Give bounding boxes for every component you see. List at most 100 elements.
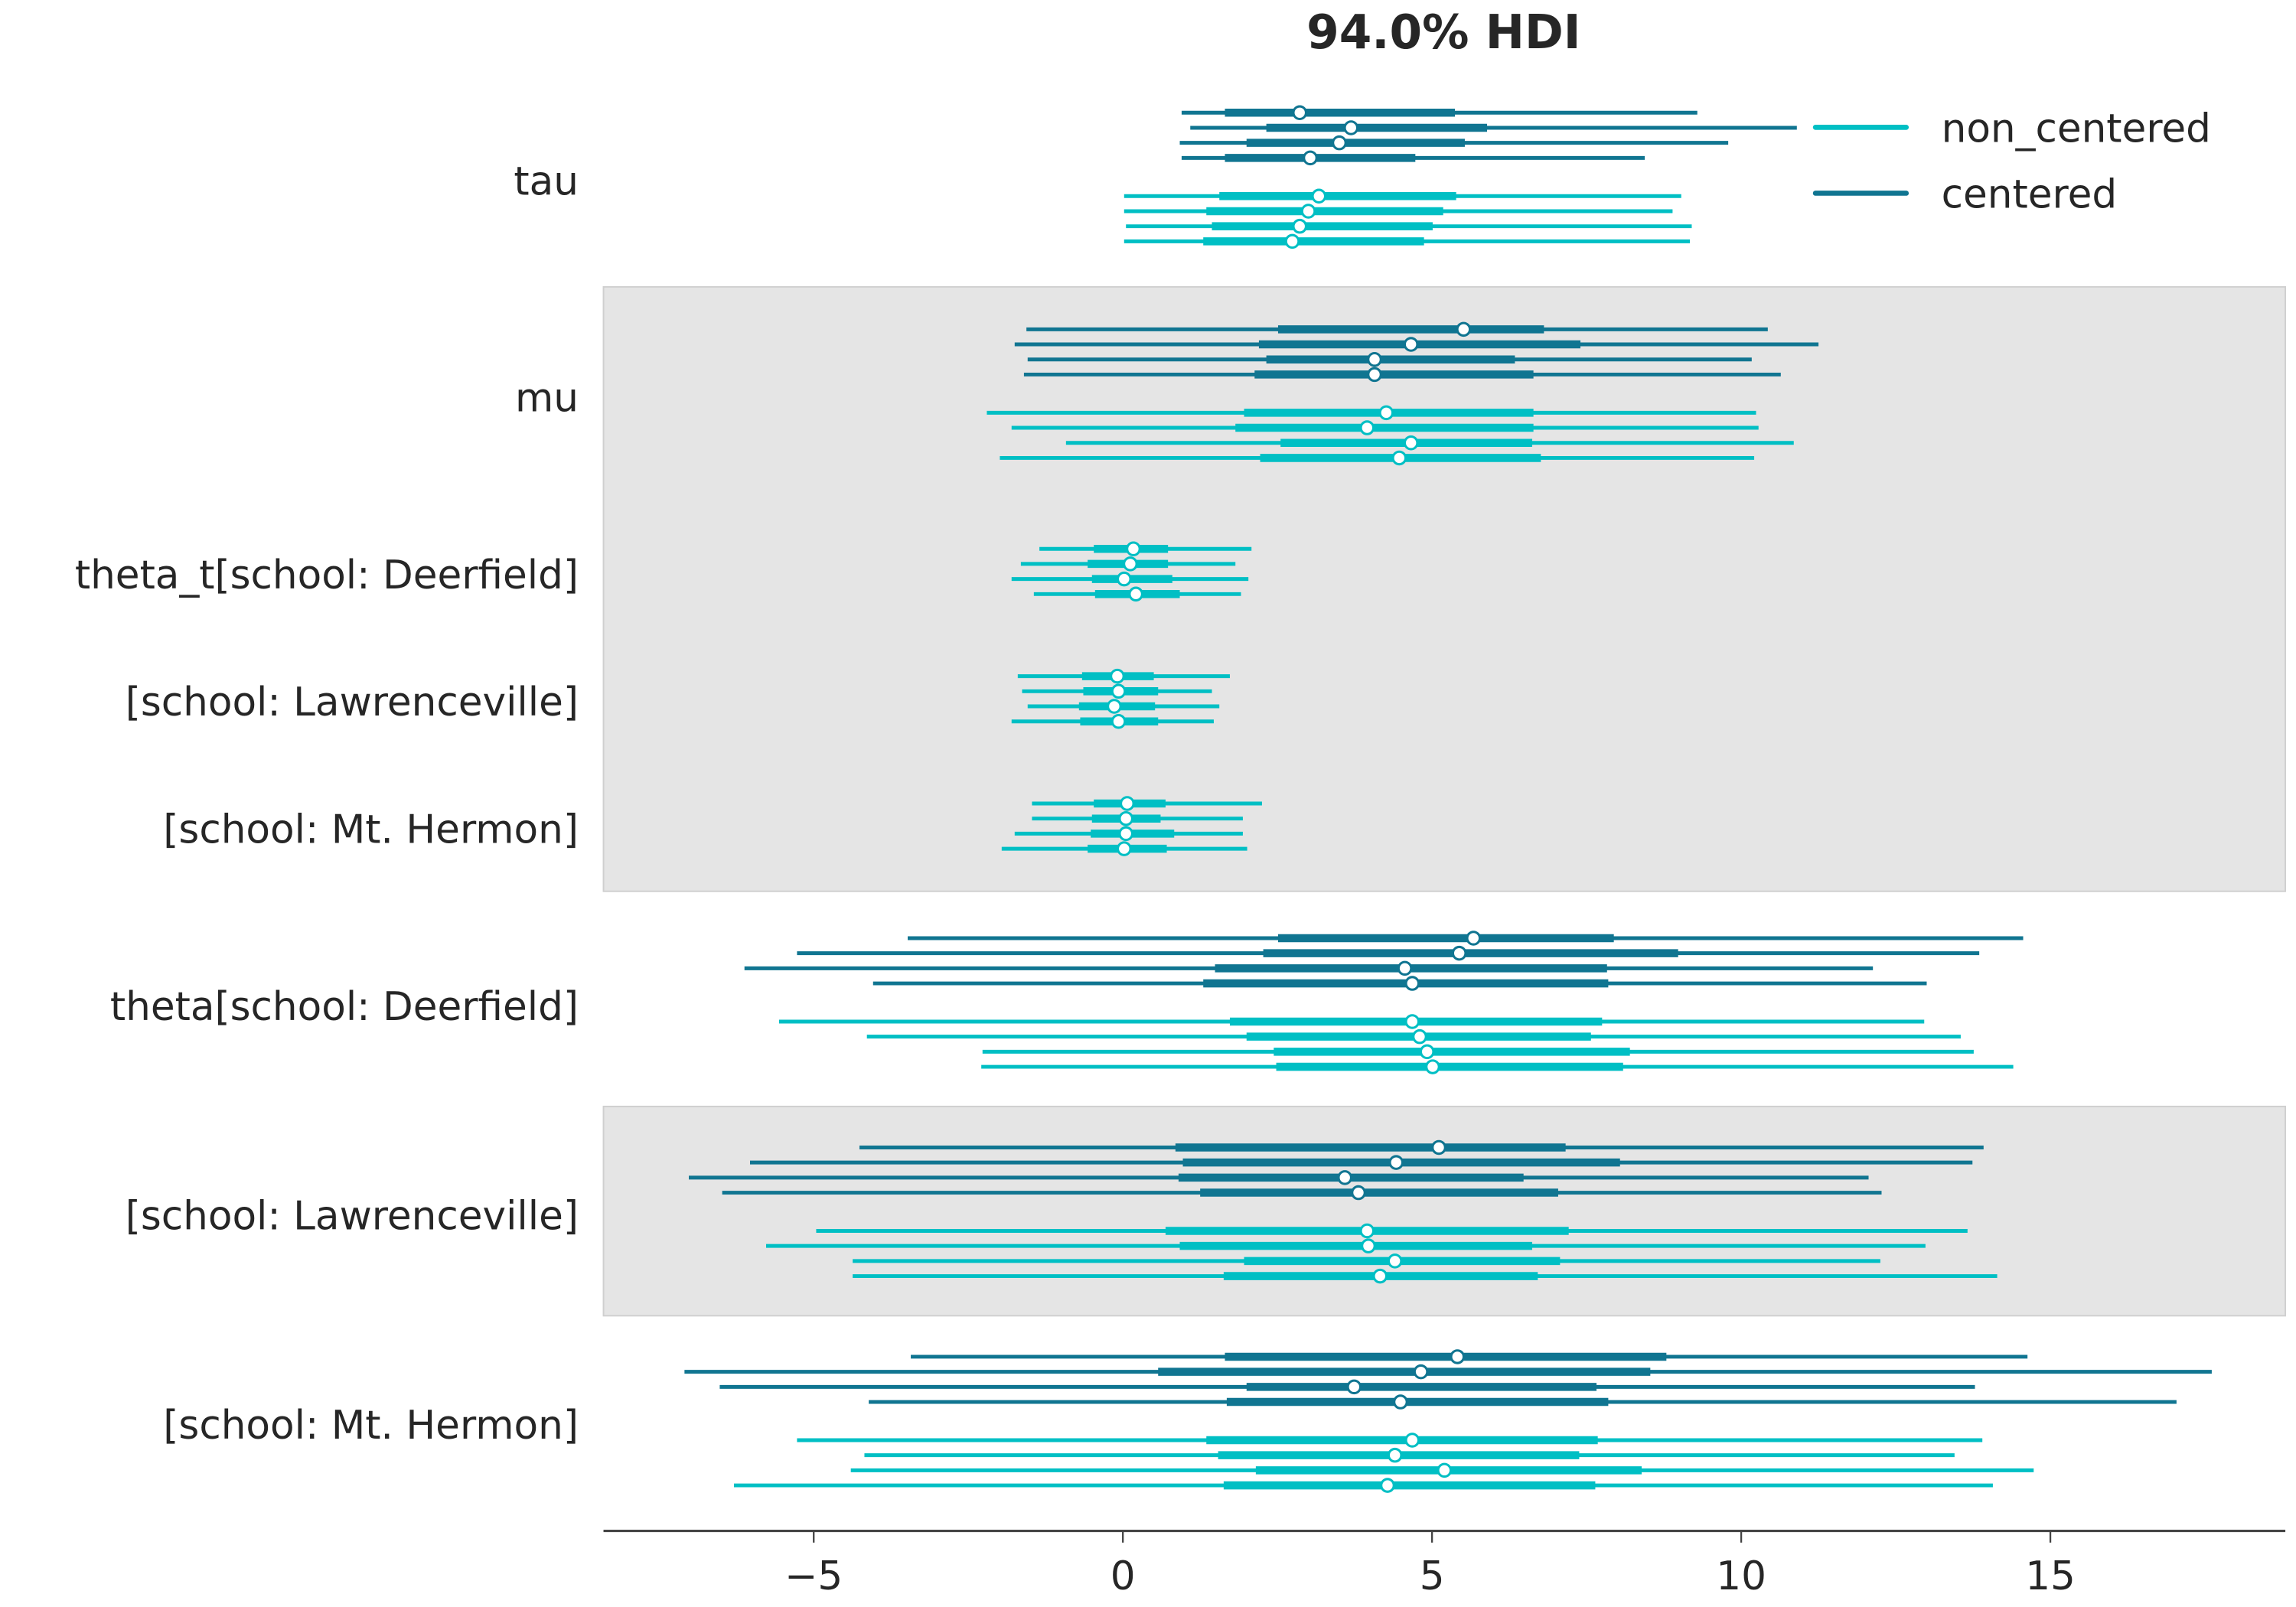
chain-interval-centered (750, 1155, 1973, 1170)
chain-interval-centered (1181, 150, 1645, 166)
median-point (1450, 1349, 1466, 1364)
median-point (1359, 1223, 1375, 1239)
median-point (1456, 321, 1472, 337)
legend-label-non-centered: non_centered (1942, 106, 2211, 152)
chain-interval-non-centered (1027, 699, 1220, 714)
median-point (1425, 1059, 1440, 1074)
chain-interval-centered (1179, 135, 1729, 151)
chart-title: 94.0% HDI (1306, 5, 1580, 60)
median-point (1413, 1364, 1429, 1380)
x-tick-label: 15 (2025, 1553, 2076, 1599)
chain-interval-non-centered (1022, 683, 1212, 699)
chain-interval-centered (744, 960, 1874, 976)
median-point (1107, 699, 1122, 714)
median-point (1412, 1028, 1427, 1045)
chain-interval-non-centered (766, 1238, 1926, 1253)
median-point (1380, 1478, 1395, 1493)
row-label: theta_t[school: Deerfield] (75, 553, 579, 598)
chain-interval-non-centered (1032, 810, 1243, 826)
chain-interval-non-centered (1011, 420, 1759, 435)
median-point (1393, 1394, 1408, 1410)
row-label: [school: Mt. Hermon] (163, 807, 579, 853)
median-point (1367, 351, 1382, 367)
median-point (1419, 1044, 1435, 1060)
shaded-band (602, 285, 2287, 892)
chain-interval-non-centered (778, 1014, 1925, 1029)
median-point (1466, 931, 1482, 946)
median-point (1300, 204, 1316, 219)
chain-interval-centered (1027, 351, 1752, 367)
chain-interval-non-centered (1017, 668, 1230, 684)
chain-interval-non-centered (987, 405, 1756, 421)
median-point (1437, 1462, 1453, 1478)
median-point (1388, 1155, 1404, 1170)
chain-interval-non-centered (1126, 218, 1692, 234)
chain-interval-non-centered (982, 1044, 1974, 1060)
row-label: [school: Mt. Hermon] (163, 1403, 579, 1449)
chain-interval-centered (1190, 120, 1797, 135)
chain-interval-centered (1023, 367, 1781, 383)
chain-interval-non-centered (1011, 571, 1249, 587)
median-point (1117, 571, 1132, 587)
chain-interval-centered (684, 1364, 2212, 1380)
median-point (1359, 420, 1375, 435)
chain-interval-non-centered (850, 1462, 2034, 1478)
chain-interval-non-centered (1020, 556, 1236, 572)
chain-interval-non-centered (853, 1253, 1880, 1269)
chain-interval-non-centered (1011, 713, 1214, 729)
row-label: mu (515, 375, 579, 421)
median-point (1404, 976, 1420, 991)
chain-interval-non-centered (1124, 188, 1681, 204)
chain-interval-centered (1026, 321, 1768, 337)
chain-interval-centered (859, 1139, 1984, 1156)
median-point (1404, 1014, 1420, 1029)
median-point (1337, 1170, 1352, 1185)
chain-interval-non-centered (1039, 541, 1252, 556)
chain-interval-centered (1181, 105, 1698, 121)
median-point (1372, 1268, 1388, 1284)
row-label: [school: Lawrenceville] (126, 680, 579, 725)
median-point (1332, 135, 1347, 151)
legend-label-centered: centered (1942, 172, 2118, 218)
median-point (1404, 1433, 1420, 1448)
x-tick-label: 10 (1716, 1553, 1766, 1599)
chain-interval-centered (908, 931, 2024, 946)
row-label: tau (514, 158, 579, 204)
median-point (1118, 826, 1133, 842)
median-point (1451, 945, 1467, 961)
median-point (1403, 337, 1419, 352)
median-point (1126, 541, 1141, 556)
chain-interval-non-centered (1014, 826, 1243, 842)
chain-interval-non-centered (1124, 204, 1673, 219)
chain-interval-non-centered (981, 1059, 2014, 1074)
chain-interval-non-centered (733, 1478, 1993, 1493)
chain-interval-centered (872, 976, 1927, 991)
chain-interval-non-centered (864, 1447, 1955, 1463)
chain-interval-centered (869, 1394, 2177, 1410)
row-label: theta[school: Deerfield] (110, 984, 579, 1030)
median-point (1120, 796, 1135, 811)
median-point (1110, 713, 1127, 729)
median-point (1403, 435, 1419, 451)
chain-interval-non-centered (1001, 841, 1247, 856)
median-point (1292, 105, 1307, 121)
median-point (1292, 218, 1307, 234)
shaded-band (602, 1105, 2287, 1317)
chain-interval-non-centered (1033, 586, 1241, 602)
chain-interval-centered (797, 945, 1980, 961)
median-point (1343, 120, 1359, 135)
chain-interval-non-centered (1032, 796, 1262, 811)
median-point (1110, 683, 1127, 699)
x-tick-label: 5 (1420, 1553, 1445, 1599)
median-point (1117, 841, 1132, 856)
chain-interval-centered (1014, 337, 1819, 352)
chain-interval-non-centered (866, 1028, 1961, 1045)
median-point (1431, 1139, 1446, 1156)
chain-interval-centered (719, 1379, 1975, 1395)
legend: non_centered centered (1812, 106, 2211, 218)
chain-interval-non-centered (1065, 435, 1794, 451)
median-point (1311, 188, 1327, 204)
median-point (1303, 150, 1318, 166)
median-point (1387, 1253, 1403, 1269)
